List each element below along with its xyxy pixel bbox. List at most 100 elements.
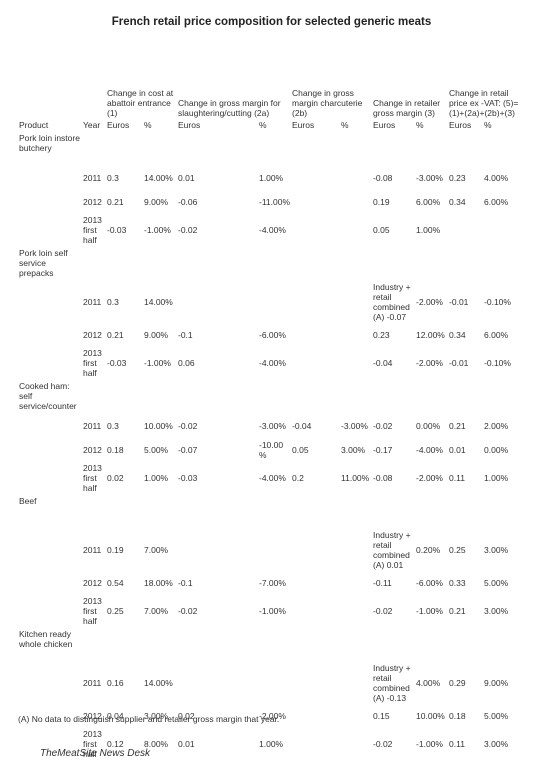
product-row: Kitchen ready whole chicken xyxy=(18,627,523,662)
value-cell xyxy=(340,704,372,728)
value-cell: 3.00% xyxy=(484,545,509,555)
blank-cell xyxy=(448,131,483,166)
value-cell: Industry + retail combined (A) -0.07 xyxy=(373,282,411,322)
blank-cell xyxy=(18,323,82,347)
data-row: 2011 0.3 10.00% -0.02 -3.00% -0.04 -3.00% -0.02… xyxy=(18,414,523,438)
column-header: % xyxy=(416,120,424,130)
value-cell: -1.00% xyxy=(416,739,443,749)
column-header: Euros xyxy=(373,120,396,130)
value-cell xyxy=(291,595,340,627)
column-header: % xyxy=(144,120,152,130)
column-header: Euros xyxy=(107,120,130,130)
blank-cell xyxy=(82,627,106,662)
blank-cell xyxy=(82,131,106,166)
blank-cell xyxy=(143,494,177,529)
value-cell xyxy=(291,347,340,379)
value-cell: -0.03 xyxy=(107,225,127,235)
value-cell: 4.00% xyxy=(416,678,441,688)
value-cell: 0.04 xyxy=(107,711,124,721)
value-cell: -0.04 xyxy=(373,358,393,368)
value-cell xyxy=(340,571,372,595)
blank-cell xyxy=(483,627,523,662)
blank-cell xyxy=(415,627,448,662)
blank-cell xyxy=(258,379,291,414)
value-cell: 1.00% xyxy=(416,225,441,235)
column-header: Year xyxy=(83,120,101,130)
blank-cell xyxy=(448,627,483,662)
value-cell xyxy=(291,190,340,214)
value-cell: 0.18 xyxy=(449,711,466,721)
value-cell: 3.00% xyxy=(484,739,509,749)
value-cell: 0.06 xyxy=(178,358,195,368)
value-cell: 6.00% xyxy=(484,330,509,340)
blank-cell xyxy=(415,131,448,166)
value-cell: 0.15 xyxy=(373,711,390,721)
value-cell xyxy=(291,323,340,347)
value-cell: 7.00% xyxy=(144,606,169,616)
blank-cell xyxy=(258,494,291,529)
product-name: Kitchen ready whole chicken xyxy=(19,629,73,649)
blank-cell xyxy=(143,131,177,166)
value-cell: -11.00% xyxy=(259,197,291,207)
value-cell: -4.00% xyxy=(259,225,286,235)
value-cell: -1.00% xyxy=(416,606,443,616)
value-cell xyxy=(340,728,372,760)
value-cell: -0.02 xyxy=(178,606,198,616)
value-cell: 1.00% xyxy=(484,473,509,483)
blank-cell xyxy=(448,379,483,414)
value-cell: -4.00% xyxy=(416,445,443,455)
value-cell: 4.00% xyxy=(484,173,509,183)
value-cell: -10.00% xyxy=(259,440,284,460)
blank-cell xyxy=(82,379,106,414)
blank-cell xyxy=(177,246,258,281)
year: 2011 xyxy=(83,297,102,307)
value-cell: -0.1 xyxy=(178,578,193,588)
value-cell: 18.00% xyxy=(144,578,173,588)
value-cell: 7.00% xyxy=(144,545,169,555)
product-row: Pork loin instore butchery xyxy=(18,131,523,166)
column-header: % xyxy=(341,120,349,130)
value-cell: -4.00% xyxy=(259,358,286,368)
value-cell: 0.11 xyxy=(449,473,465,483)
value-cell: 0.23 xyxy=(449,173,466,183)
blank-cell xyxy=(18,166,82,190)
blank-cell xyxy=(372,131,415,166)
value-cell: 1.00% xyxy=(259,173,284,183)
column-header: % xyxy=(484,120,492,130)
value-cell: 0.3 xyxy=(107,297,119,307)
blank-cell xyxy=(372,627,415,662)
year: 2011 xyxy=(83,678,102,688)
blank-cell xyxy=(106,131,143,166)
blank-cell xyxy=(82,494,106,529)
value-cell xyxy=(448,214,483,246)
blank-cell xyxy=(18,42,106,119)
blank-cell xyxy=(143,627,177,662)
blank-cell xyxy=(372,494,415,529)
blank-cell xyxy=(18,347,82,379)
value-cell xyxy=(177,281,258,323)
blank-cell xyxy=(18,662,82,704)
blank-cell xyxy=(415,379,448,414)
value-cell: 0.02 xyxy=(107,473,124,483)
data-row: 2012 0.21 9.00% -0.06 -11.00% 0.19 6.00% 0.34 6.… xyxy=(18,190,523,214)
blank-cell xyxy=(291,627,340,662)
blank-cell xyxy=(483,246,523,281)
value-cell: -1.00% xyxy=(144,225,171,235)
value-cell: -1.00% xyxy=(259,606,286,616)
value-cell: 2.00% xyxy=(484,421,509,431)
value-cell: 11.00% xyxy=(341,473,370,483)
value-cell: -3.00% xyxy=(341,421,368,431)
value-cell: 0.12 xyxy=(107,739,124,749)
value-cell xyxy=(291,529,340,571)
value-cell: 9.00% xyxy=(144,330,169,340)
blank-cell xyxy=(291,379,340,414)
value-cell xyxy=(291,728,340,760)
blank-cell xyxy=(340,627,372,662)
blank-cell xyxy=(18,190,82,214)
column-header-row: Product Year Euros% Euros% Euros% Euros% Euros… xyxy=(18,119,523,131)
blank-cell xyxy=(340,246,372,281)
blank-cell xyxy=(258,246,291,281)
product-name: Beef xyxy=(19,496,37,506)
value-cell: -0.06 xyxy=(178,197,198,207)
value-cell: -0.10% xyxy=(484,358,511,368)
